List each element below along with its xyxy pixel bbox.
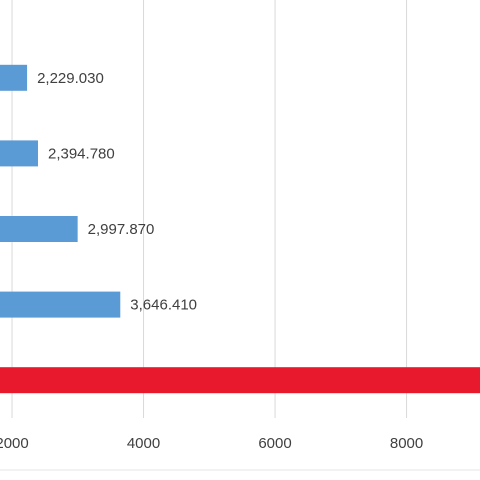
x-tick-label: 6000 xyxy=(258,435,291,452)
data-label: 2,229.030 xyxy=(37,70,104,87)
bar xyxy=(0,64,28,91)
x-tick-label: 4000 xyxy=(127,435,160,452)
bar xyxy=(0,291,121,318)
bar xyxy=(0,140,38,167)
x-tick-label: 2000 xyxy=(0,435,29,452)
data-label: 2,997.870 xyxy=(88,221,155,238)
data-label: 3,646.410 xyxy=(130,297,197,314)
bar xyxy=(0,367,480,394)
data-label: 2,394.780 xyxy=(48,145,115,162)
x-tick-label: 8000 xyxy=(390,435,423,452)
bar xyxy=(0,216,78,242)
